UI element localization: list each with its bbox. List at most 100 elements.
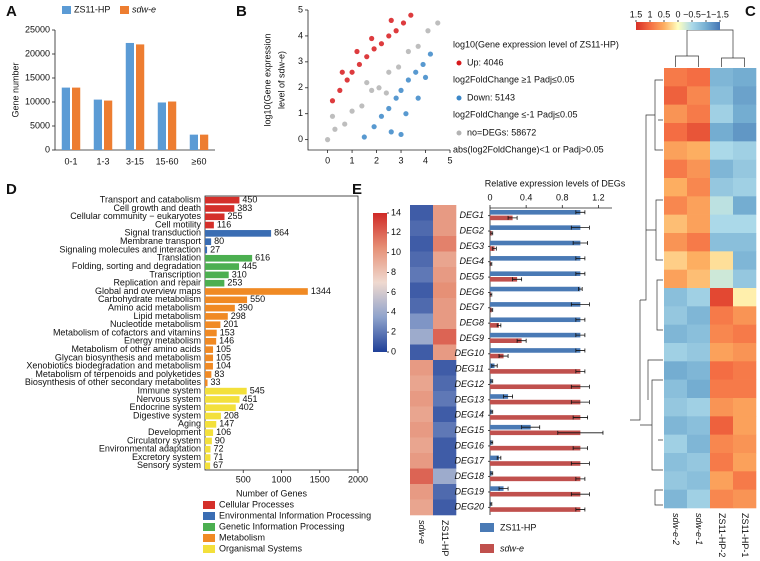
error-bar (575, 271, 586, 276)
bar (490, 256, 581, 261)
category-label: Cell motility (155, 219, 202, 229)
value-label: 72 (214, 444, 224, 454)
heatmap-cell (733, 196, 757, 215)
y-tick-label: 0 (298, 134, 303, 144)
heatmap-cell (687, 269, 711, 289)
point (398, 131, 404, 138)
bar (168, 101, 177, 150)
legend-criterion: log2FoldChange ≥1 Padj≤0.05 (453, 74, 574, 84)
heatmap-cell (433, 453, 457, 469)
point (339, 69, 345, 75)
error-bar (512, 277, 523, 282)
heatmap-cell (710, 398, 734, 417)
point (386, 33, 392, 39)
heatmap-cell (664, 379, 688, 399)
heatmap-cell (433, 344, 457, 361)
error-bar (490, 471, 494, 476)
heatmap-cell (410, 205, 434, 221)
value-label: 383 (237, 203, 252, 213)
heatmap-cell (710, 86, 734, 105)
error-bar (491, 363, 498, 368)
bar (157, 102, 166, 150)
bar (205, 321, 221, 329)
heatmap-cell (687, 68, 711, 87)
bar (205, 404, 236, 412)
y-tick-label: 4 (298, 30, 303, 40)
point (388, 129, 394, 135)
heatmap-cell (664, 306, 688, 325)
bar (205, 429, 214, 436)
heatmap-cell (687, 471, 711, 490)
heatmap-cell (664, 214, 688, 234)
heatmap-cell (410, 344, 434, 361)
legend-swatch (480, 523, 494, 532)
point (388, 17, 394, 23)
panel-letter: C (745, 3, 756, 20)
heatmap-cell (410, 484, 434, 500)
bar (490, 384, 581, 390)
category-label: DEG2 (459, 225, 484, 235)
heatmap-cell (710, 434, 734, 454)
category-label: DEG3 (459, 241, 484, 251)
heatmap-cell (733, 104, 757, 124)
heatmap-cell (733, 159, 757, 179)
heatmap-cell (710, 306, 734, 325)
point (344, 77, 350, 83)
legend-marker (456, 95, 462, 101)
heatmap-cell (410, 499, 434, 516)
x-tick-label: 0 (487, 192, 492, 202)
heatmap-cell (433, 313, 457, 330)
heatmap-cell (687, 324, 711, 344)
x-tick-label: 0.4 (520, 192, 533, 202)
x-tick-label: 0 (325, 155, 330, 165)
point (393, 28, 399, 34)
category-label: Translation (157, 253, 201, 263)
heatmap-cell (687, 416, 711, 435)
value-label: 105 (216, 344, 231, 354)
legend-swatch (203, 501, 215, 509)
legend-criterion: abs(log2FoldChange)<1 or Padj>0.05 (453, 144, 604, 154)
error-bar (492, 246, 497, 251)
legend-swatch (203, 534, 215, 542)
heatmap-cell (710, 416, 734, 435)
category-label: Global and overview maps (95, 286, 202, 296)
y-tick-label: 20000 (25, 48, 50, 58)
heatmap-cell (410, 236, 434, 252)
point (354, 48, 360, 55)
heatmap-cell (733, 178, 757, 197)
category-label: DEG14 (454, 410, 484, 420)
heatmap-cell (687, 214, 711, 234)
category-label: Development (148, 427, 202, 437)
point (403, 111, 409, 117)
heatmap-cell (733, 251, 757, 270)
error-bar (575, 317, 586, 322)
category-label: DEG16 (454, 440, 484, 450)
heatmap-cell (710, 159, 734, 179)
bar (205, 346, 214, 353)
category-label: DEG4 (459, 256, 484, 266)
heatmap-cell (733, 434, 757, 454)
heatmap-cell (687, 233, 711, 252)
y-axis-label: log10(Gene expression (262, 33, 272, 126)
point (337, 87, 343, 93)
bar (490, 317, 581, 323)
error-bar (496, 323, 502, 328)
category-label: DEG5 (459, 271, 485, 281)
heatmap-cell (733, 233, 757, 252)
bar (125, 42, 134, 150)
heatmap-cell (433, 282, 457, 299)
value-label: 402 (239, 402, 254, 412)
panel-letter: D (6, 181, 17, 198)
x-tick-label: 1500 (310, 474, 330, 484)
x-tick-label: 5 (447, 155, 452, 165)
axis-line (489, 207, 612, 515)
bar (205, 445, 211, 453)
heatmap-cell (664, 434, 688, 454)
category-label: Circulatory system (127, 435, 201, 445)
heatmap-cell (733, 379, 757, 399)
heatmap-cell (664, 141, 688, 160)
heatmap-cell (664, 269, 688, 289)
value-label: 104 (216, 361, 231, 371)
category-label: DEG12 (454, 379, 484, 389)
category-label: Nervous system (136, 394, 201, 404)
